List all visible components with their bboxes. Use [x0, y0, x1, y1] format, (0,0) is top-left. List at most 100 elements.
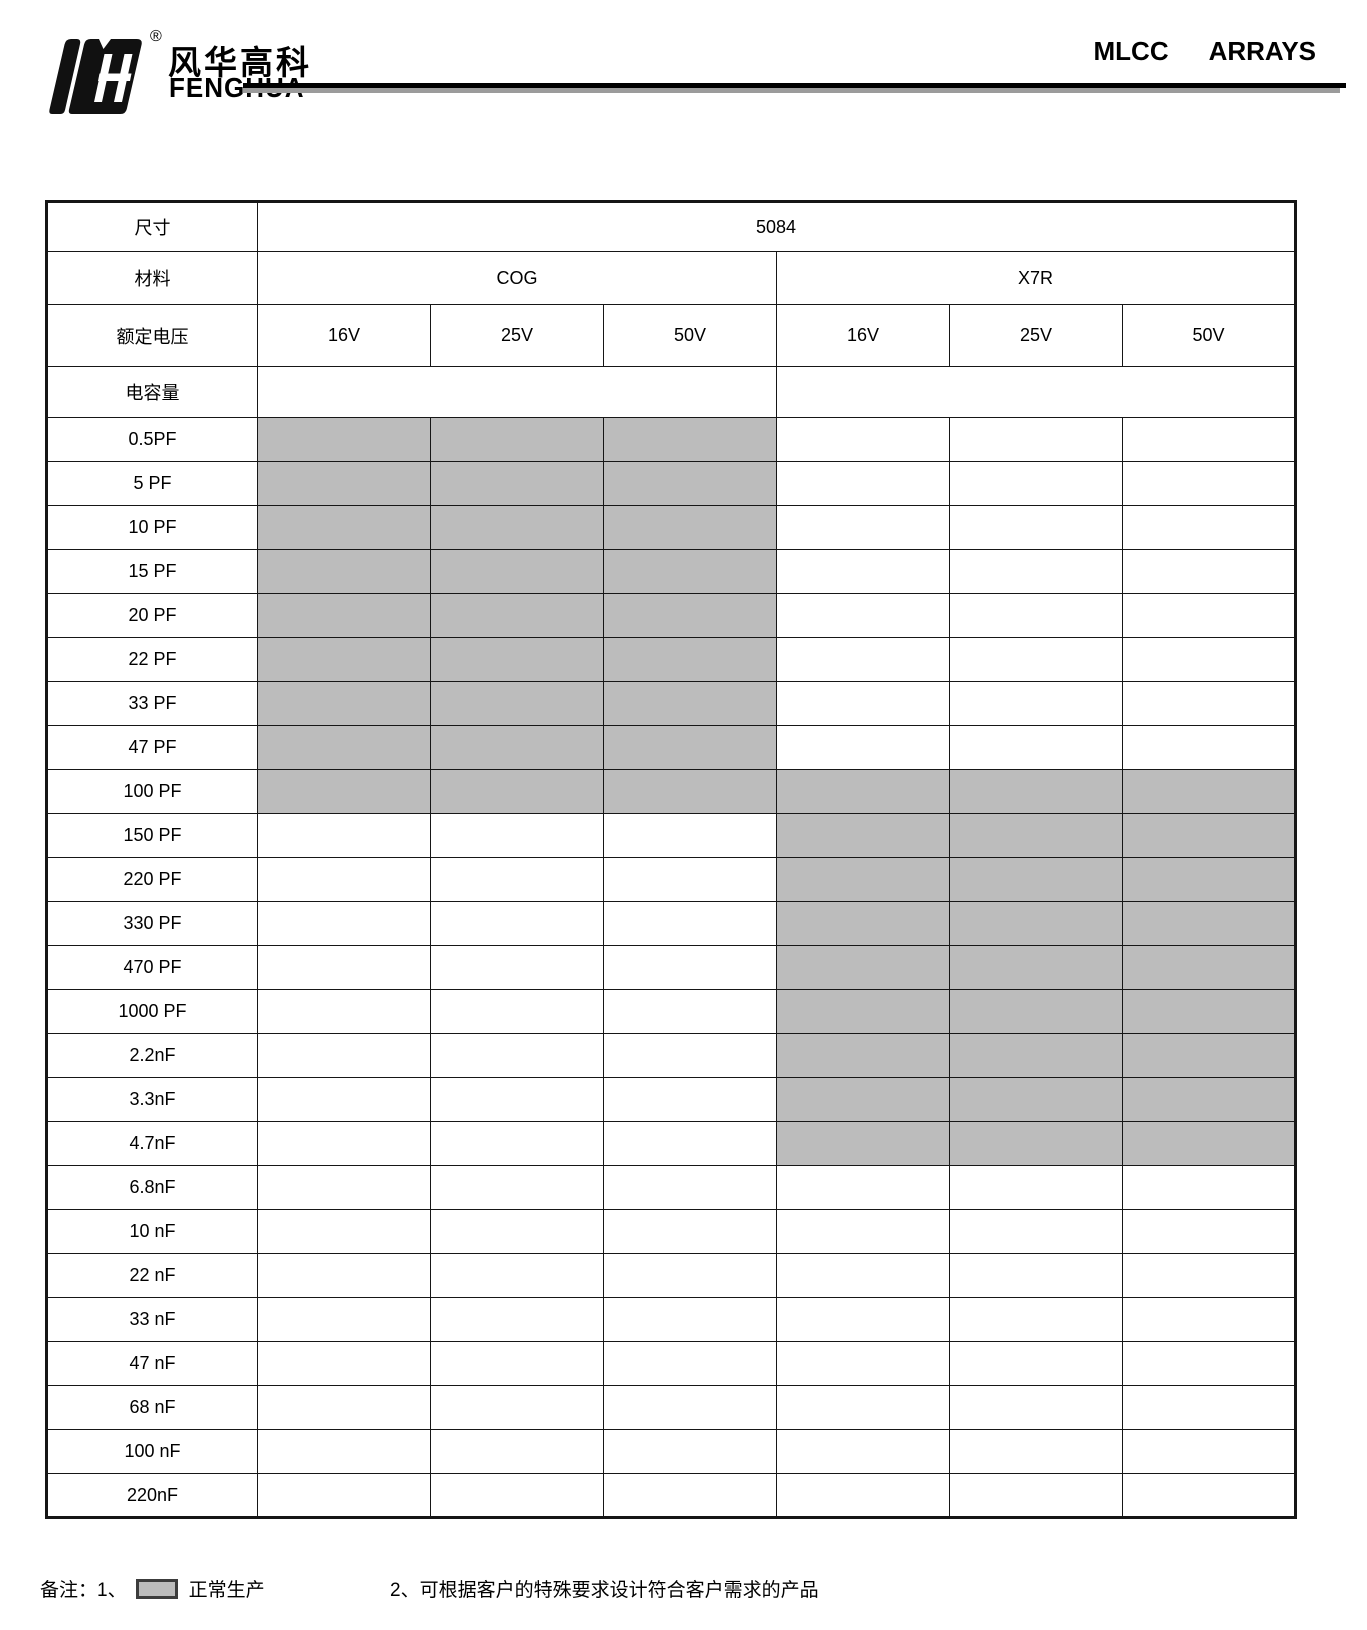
availability-cell-empty — [949, 505, 1123, 550]
availability-cell-empty — [1121, 1385, 1297, 1430]
availability-cell-empty — [776, 593, 950, 638]
notes-label: 备注：1、 — [40, 1580, 127, 1601]
availability-cell-empty — [603, 1165, 777, 1210]
availability-cell-empty — [1121, 417, 1297, 462]
voltage-cog-50v: 50V — [603, 304, 777, 367]
availability-cell-empty — [257, 901, 431, 946]
availability-cell-produced — [1121, 769, 1297, 814]
availability-cell-empty — [949, 1473, 1123, 1518]
availability-cell-produced — [776, 1121, 950, 1166]
availability-cell-empty — [949, 549, 1123, 594]
availability-cell-empty — [257, 1121, 431, 1166]
capacitance-value-label: 22 PF — [46, 637, 258, 682]
availability-cell-empty — [1121, 1165, 1297, 1210]
availability-cell-empty — [1121, 1341, 1297, 1386]
availability-cell-produced — [603, 505, 777, 550]
page-title-word-arrays: ARRAYS — [1208, 36, 1316, 66]
voltage-x7r-16v: 16V — [776, 304, 950, 367]
availability-cell-produced — [1121, 1121, 1297, 1166]
capacitance-value-label: 10 nF — [46, 1209, 258, 1254]
mlcc-availability-table: 尺寸 5084 材料 COG X7R 额定电压 16V 25V 50V 16V 25V 5… — [45, 200, 1298, 1519]
availability-cell-produced — [949, 813, 1123, 858]
availability-cell-empty — [776, 549, 950, 594]
availability-cell-empty — [603, 945, 777, 990]
capacitance-value-label: 15 PF — [46, 549, 258, 594]
capacitance-value-label: 68 nF — [46, 1385, 258, 1430]
capacitance-value-label: 150 PF — [46, 813, 258, 858]
size-row: 尺寸 5084 — [46, 201, 1297, 252]
availability-cell-empty — [430, 1077, 604, 1122]
availability-cell-empty — [949, 1341, 1123, 1386]
availability-cell-empty — [603, 813, 777, 858]
capacitance-row: 22 nF — [46, 1253, 1297, 1298]
availability-cell-empty — [430, 1253, 604, 1298]
capacitance-row: 47 nF — [46, 1341, 1297, 1386]
availability-cell-produced — [1121, 857, 1297, 902]
availability-cell-empty — [949, 637, 1123, 682]
page-title-gap — [1169, 36, 1209, 67]
availability-cell-empty — [603, 1121, 777, 1166]
capacitance-row: 470 PF — [46, 945, 1297, 990]
availability-cell-produced — [603, 417, 777, 462]
availability-cell-empty — [949, 1429, 1123, 1474]
availability-cell-empty — [949, 1165, 1123, 1210]
availability-cell-empty — [430, 1121, 604, 1166]
availability-cell-produced — [949, 769, 1123, 814]
availability-cell-empty — [603, 1209, 777, 1254]
availability-cell-empty — [1121, 593, 1297, 638]
availability-cell-empty — [776, 417, 950, 462]
produced-legend-swatch — [135, 1578, 178, 1599]
availability-cell-produced — [949, 1121, 1123, 1166]
capacitance-value-label: 0.5PF — [46, 417, 258, 462]
capacitance-row: 22 PF — [46, 637, 1297, 682]
availability-cell-empty — [776, 681, 950, 726]
capacitance-value-label: 47 nF — [46, 1341, 258, 1386]
availability-cell-empty — [1121, 1297, 1297, 1342]
capacitance-value-label: 6.8nF — [46, 1165, 258, 1210]
availability-cell-empty — [603, 1473, 777, 1518]
availability-cell-empty — [603, 989, 777, 1034]
availability-cell-empty — [430, 945, 604, 990]
material-row: 材料 COG X7R — [46, 251, 1297, 305]
availability-cell-produced — [1121, 1033, 1297, 1078]
availability-cell-empty — [1121, 1473, 1297, 1518]
capacitance-value-label: 220nF — [46, 1473, 258, 1518]
capacitance-row: 10 PF — [46, 505, 1297, 550]
availability-cell-produced — [776, 1077, 950, 1122]
availability-cell-empty — [949, 417, 1123, 462]
capacitance-row: 220nF — [46, 1473, 1297, 1518]
availability-cell-produced — [949, 1033, 1123, 1078]
capacitance-value-label: 47 PF — [46, 725, 258, 770]
availability-cell-empty — [603, 1385, 777, 1430]
availability-cell-empty — [776, 1253, 950, 1298]
capacitance-header-row: 电容量 — [46, 366, 1297, 418]
availability-cell-empty — [603, 901, 777, 946]
availability-cell-empty — [257, 945, 431, 990]
capacitance-header-empty-cog — [257, 366, 777, 418]
availability-cell-empty — [430, 1165, 604, 1210]
availability-cell-produced — [257, 417, 431, 462]
capacitance-row: 0.5PF — [46, 417, 1297, 462]
capacitance-value-label: 33 nF — [46, 1297, 258, 1342]
capacitance-value-label: 470 PF — [46, 945, 258, 990]
availability-cell-produced — [430, 549, 604, 594]
capacitance-row: 20 PF — [46, 593, 1297, 638]
availability-cell-empty — [430, 1209, 604, 1254]
availability-cell-empty — [603, 1077, 777, 1122]
availability-cell-empty — [776, 1429, 950, 1474]
availability-cell-produced — [257, 593, 431, 638]
voltage-x7r-25v: 25V — [949, 304, 1123, 367]
availability-cell-empty — [603, 857, 777, 902]
capacitance-row: 150 PF — [46, 813, 1297, 858]
capacitance-row: 2.2nF — [46, 1033, 1297, 1078]
capacitance-row: 1000 PF — [46, 989, 1297, 1034]
material-cog: COG — [257, 251, 777, 305]
availability-cell-empty — [1121, 725, 1297, 770]
availability-cell-empty — [257, 1033, 431, 1078]
availability-cell-produced — [257, 461, 431, 506]
availability-cell-produced — [430, 461, 604, 506]
capacitance-value-label: 20 PF — [46, 593, 258, 638]
capacitance-row: 3.3nF — [46, 1077, 1297, 1122]
availability-cell-produced — [603, 681, 777, 726]
availability-cell-empty — [949, 1297, 1123, 1342]
